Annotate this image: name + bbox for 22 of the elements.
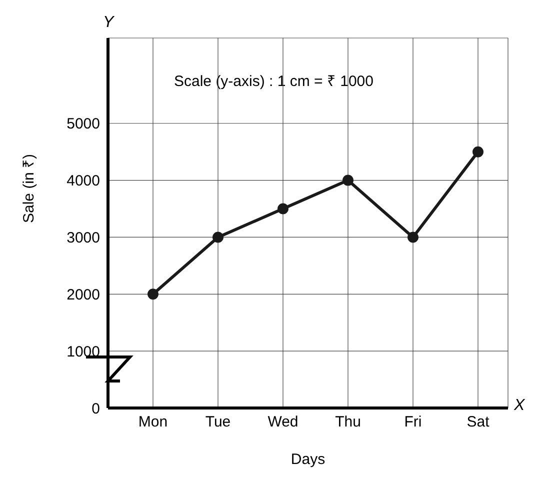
y-tick-label: 4000 <box>66 172 100 190</box>
text: X <box>514 397 525 415</box>
point <box>212 232 224 243</box>
x-axis-title: Days <box>290 451 326 468</box>
x-tick-label: Tue <box>205 414 231 431</box>
y-tick-label: 5000 <box>66 116 100 133</box>
point <box>342 174 354 186</box>
x-tick-label: Thu <box>335 414 361 431</box>
point <box>472 146 484 158</box>
x-tick-label: Sat <box>466 414 490 431</box>
point <box>408 232 418 243</box>
y-tick-label: 3000 <box>66 230 100 247</box>
annotation: Scale (y-axis) : 1 cm = ₹ 1000 <box>168 68 380 92</box>
x-tick-label: Wed <box>268 414 298 431</box>
point <box>148 288 158 300</box>
x-tick-label: Mon <box>138 414 168 431</box>
text: Y <box>103 14 114 32</box>
y-axis-title: Sale (in ₹) <box>20 154 38 223</box>
y-tick-label: 2000 <box>66 286 100 304</box>
x-tick-label: Fri <box>404 414 422 431</box>
point <box>278 203 288 214</box>
y-tick-label: 0 <box>92 400 100 418</box>
